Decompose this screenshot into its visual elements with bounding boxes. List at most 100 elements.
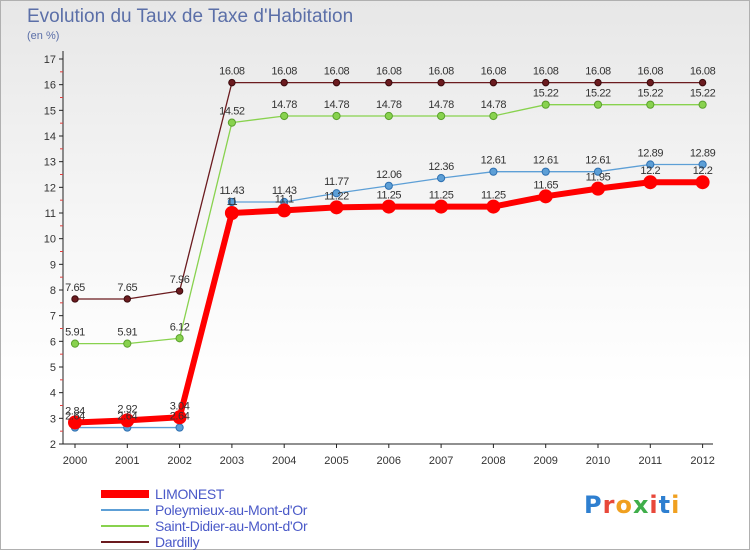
data-label: 14.78: [428, 99, 454, 111]
data-point: [175, 334, 184, 343]
data-label: 16.08: [638, 66, 664, 78]
data-label: 11.95: [586, 172, 611, 184]
data-point: [698, 100, 707, 109]
legend-swatch: [101, 509, 149, 511]
data-label: 2.64: [117, 411, 137, 423]
data-label: 2.84: [65, 405, 85, 417]
data-point: [71, 295, 79, 303]
data-label: 16.08: [376, 66, 402, 78]
x-tick-label: 2004: [272, 455, 296, 467]
data-point: [332, 78, 341, 87]
y-tick-label: 11: [45, 208, 56, 220]
data-point: [437, 78, 445, 87]
legend: LIMONEST Poleymieux-au-Mont-d'Or Saint-Did…: [101, 486, 308, 550]
data-point: [646, 160, 655, 169]
legend-swatch: [101, 525, 149, 527]
data-point: [542, 78, 550, 87]
data-label: 12.2: [640, 165, 660, 177]
data-point: [175, 287, 184, 295]
y-tick-label: 12: [44, 182, 56, 194]
data-label: 11.22: [324, 190, 349, 202]
x-tick-label: 2002: [167, 455, 191, 467]
data-point: [277, 203, 292, 218]
data-label: 2.64: [65, 411, 85, 423]
data-point: [437, 111, 446, 121]
legend-item: Dardilly: [101, 534, 307, 550]
data-point: [175, 423, 184, 432]
data-point: [698, 78, 707, 87]
series-line: [74, 179, 703, 426]
y-tick-label: 17: [44, 54, 56, 66]
data-label: 2.92: [117, 403, 137, 415]
data-point: [68, 415, 82, 430]
data-label: 5.91: [65, 327, 85, 339]
data-label: 3.04: [170, 400, 190, 412]
data-point: [280, 111, 289, 121]
x-tick-label: 2012: [690, 455, 714, 467]
data-point: [646, 78, 654, 87]
y-tick-label: 4: [50, 388, 56, 400]
data-point: [332, 189, 341, 198]
data-point: [224, 206, 239, 220]
series-lines: [68, 78, 710, 432]
data-label: 5.91: [117, 327, 137, 339]
data-point: [593, 100, 603, 109]
data-point: [486, 199, 501, 214]
data-label: 7.65: [65, 282, 85, 294]
logo-letter: i: [671, 491, 681, 519]
x-tick-label: 2009: [533, 455, 557, 467]
x-tick-label: 2010: [586, 455, 610, 467]
x-tick-label: 2005: [324, 455, 348, 467]
data-label: 7.96: [170, 274, 190, 286]
data-label: 15.22: [533, 88, 559, 100]
x-tick-label: 2000: [63, 455, 87, 467]
chart-axes: 2 3 4 5 6 7 8 9 10 11 12 13 14 15 16 17 2000 2001 2002 2003…: [44, 51, 715, 467]
data-label: 16.08: [324, 66, 350, 78]
series-poleymieux-au-mont-d-or: [70, 160, 707, 432]
logo-letter: t: [658, 491, 672, 519]
data-point: [385, 78, 393, 87]
x-tick-label: 2008: [481, 455, 505, 467]
data-point: [332, 111, 341, 121]
y-tick-label: 10: [44, 234, 56, 246]
y-tick-label: 3: [50, 413, 56, 425]
y-tick-label: 15: [44, 105, 56, 117]
data-label: 12.61: [481, 155, 507, 167]
series-line: [75, 104, 703, 345]
chart-title: Evolution du Taux de Taxe d'Habitation: [27, 6, 354, 27]
data-label: 11: [227, 196, 238, 208]
data-label: 16.08: [690, 66, 716, 78]
data-point: [381, 199, 396, 214]
data-label: 14.78: [481, 99, 507, 111]
y-tick-label: 13: [44, 157, 56, 169]
data-label: 14.78: [324, 99, 350, 111]
data-label: 14.52: [219, 106, 245, 118]
legend-label: LIMONEST: [155, 486, 225, 502]
logo-letter: i: [649, 491, 659, 519]
data-point: [227, 118, 236, 127]
y-tick-label: 6: [50, 336, 56, 348]
data-label: 11.1: [275, 193, 294, 205]
data-point: [120, 413, 135, 428]
y-tick-label: 14: [44, 131, 56, 143]
data-point: [434, 199, 449, 214]
data-label: 14.78: [376, 99, 402, 111]
data-point: [594, 78, 602, 87]
data-point: [172, 410, 187, 425]
legend-item: LIMONEST: [101, 486, 307, 502]
data-label: 16.08: [271, 66, 297, 78]
series-dardilly: [71, 78, 707, 303]
x-tick-label: 2001: [115, 455, 139, 467]
legend-label: Saint-Didier-au-Mont-d'Or: [155, 518, 308, 534]
data-label: 6.12: [170, 321, 190, 333]
data-label: 11.43: [272, 185, 297, 197]
data-label: 12.89: [690, 147, 716, 159]
data-label: 11.43: [220, 185, 245, 197]
data-point: [698, 160, 707, 169]
data-label: 11.65: [533, 179, 558, 191]
x-tick-label: 2011: [638, 455, 662, 467]
data-label: 14.78: [271, 99, 297, 111]
data-label: 15.22: [585, 88, 611, 100]
legend-item: Poleymieux-au-Mont-d'Or: [101, 502, 307, 518]
